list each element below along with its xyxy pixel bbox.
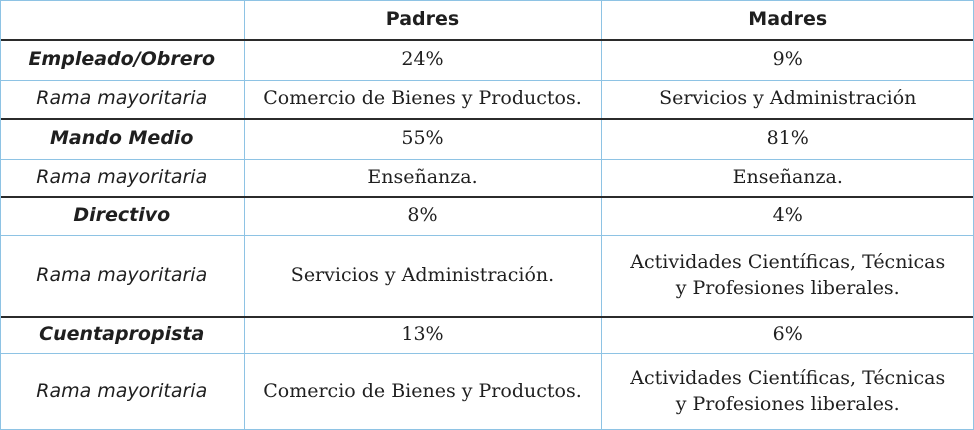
table-row: Rama mayoritaria Servicios y Administrac…	[0, 235, 974, 317]
row-label: Rama mayoritaria	[0, 353, 245, 430]
padres-cell: 13%	[244, 317, 602, 353]
madres-cell: 6%	[772, 323, 803, 346]
madres-cell: Actividades Científicas, Técnicas y Prof…	[630, 367, 946, 415]
table-row: Rama mayoritaria Comercio de Bienes y Pr…	[0, 80, 974, 119]
padres-cell: 8%	[244, 197, 602, 235]
table-row: Cuentapropista 13% 6%	[0, 317, 974, 353]
madres-cell: Enseñanza.	[732, 165, 843, 188]
padres-cell: Enseñanza.	[244, 159, 602, 197]
row-label: Rama mayoritaria	[0, 159, 245, 197]
madres-cell: Actividades Científicas, Técnicas y Prof…	[630, 251, 946, 299]
row-label: Cuentapropista	[0, 317, 245, 353]
madres-cell: 4%	[772, 204, 803, 227]
table-row: Mando Medio 55% 81%	[0, 119, 974, 159]
padres-cell: Servicios y Administración.	[244, 235, 602, 317]
madres-cell: 81%	[766, 127, 809, 150]
padres-cell: 55%	[244, 119, 602, 159]
madres-cell: 9%	[772, 48, 803, 71]
header-padres: Padres	[244, 0, 602, 40]
madres-cell: Servicios y Administración	[659, 87, 917, 110]
row-label: Mando Medio	[0, 119, 245, 159]
row-label: Empleado/Obrero	[0, 40, 245, 80]
row-label: Rama mayoritaria	[0, 235, 245, 317]
header-row: Padres Madres	[0, 0, 974, 40]
table-row: Empleado/Obrero 24% 9%	[0, 40, 974, 80]
header-empty	[0, 0, 245, 40]
row-label: Rama mayoritaria	[0, 80, 245, 119]
table-row: Directivo 8% 4%	[0, 197, 974, 235]
padres-cell: 24%	[244, 40, 602, 80]
row-label: Directivo	[0, 197, 245, 235]
table-row: Rama mayoritaria Comercio de Bienes y Pr…	[0, 353, 974, 430]
table-row: Rama mayoritaria Enseñanza. Enseñanza.	[0, 159, 974, 197]
padres-cell: Comercio de Bienes y Productos.	[244, 80, 602, 119]
padres-cell: Comercio de Bienes y Productos.	[244, 353, 602, 430]
header-madres: Madres	[748, 7, 828, 30]
